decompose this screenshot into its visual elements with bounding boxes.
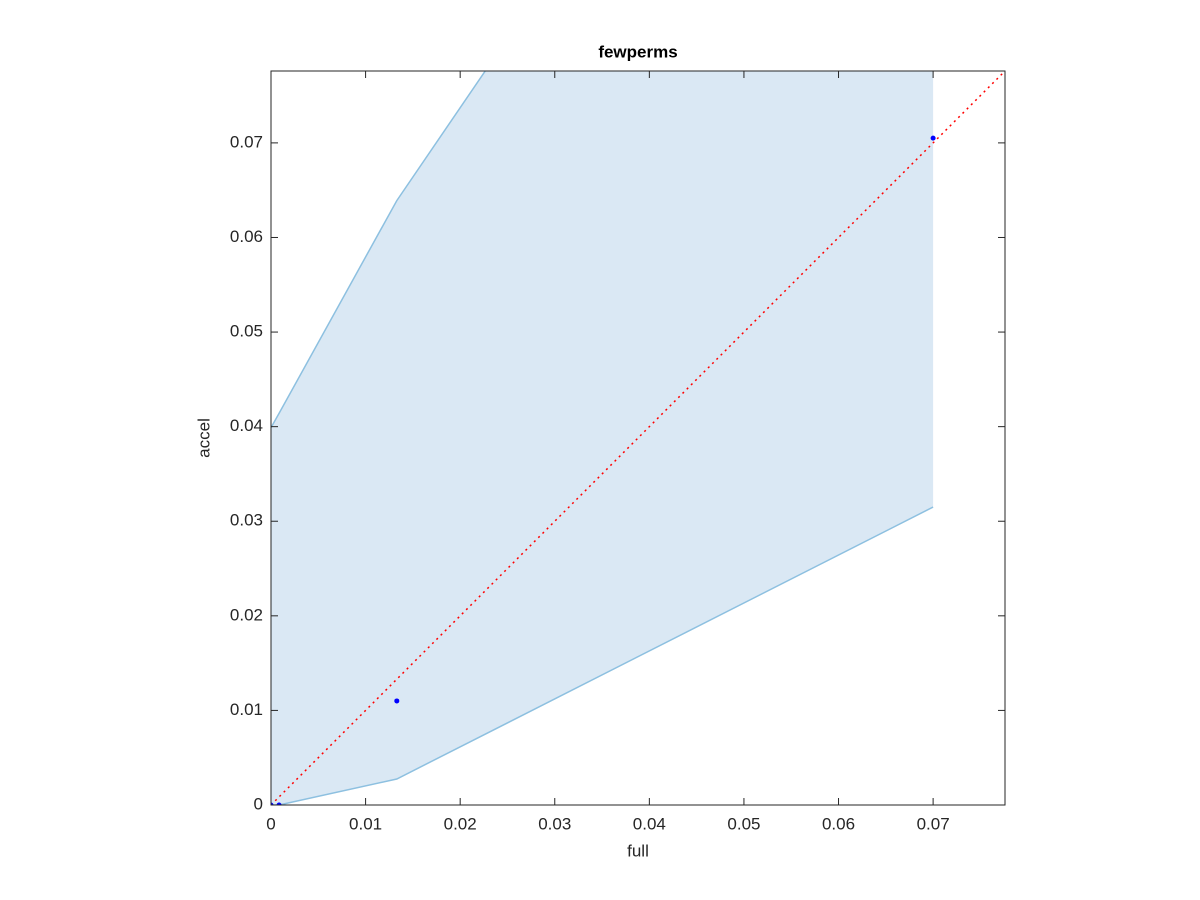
x-tick-label: 0.04: [633, 814, 666, 833]
y-tick-label: 0.06: [230, 227, 263, 246]
band-fill: [271, 71, 934, 805]
x-tick-label: 0.07: [917, 814, 950, 833]
y-tick-label: 0.02: [230, 605, 263, 624]
y-tick-label: 0.01: [230, 700, 263, 719]
x-axis-label: full: [627, 841, 649, 860]
x-tick-label: 0.06: [822, 814, 855, 833]
x-tick-label: 0.02: [444, 814, 477, 833]
x-tick-label: 0.03: [538, 814, 571, 833]
axes-box: [270, 70, 1006, 806]
x-tick-label: 0: [266, 814, 275, 833]
chart-title: fewperms: [598, 42, 677, 61]
reference-line: [271, 71, 1005, 805]
x-tick-label: 0.01: [349, 814, 382, 833]
plot-area: [271, 71, 1005, 805]
y-tick-label: 0.07: [230, 132, 263, 151]
y-tick-label: 0.03: [230, 511, 263, 530]
band-edge: [271, 71, 487, 428]
y-tick-label: 0: [254, 794, 263, 813]
point: [271, 802, 274, 805]
band-edge: [271, 506, 934, 805]
y-tick-label: 0.04: [230, 416, 263, 435]
point: [394, 698, 400, 704]
y-tick-label: 0.05: [230, 322, 263, 341]
point: [276, 802, 282, 805]
x-tick-label: 0.05: [727, 814, 760, 833]
point: [930, 135, 936, 141]
y-axis-label: accel: [194, 418, 213, 458]
